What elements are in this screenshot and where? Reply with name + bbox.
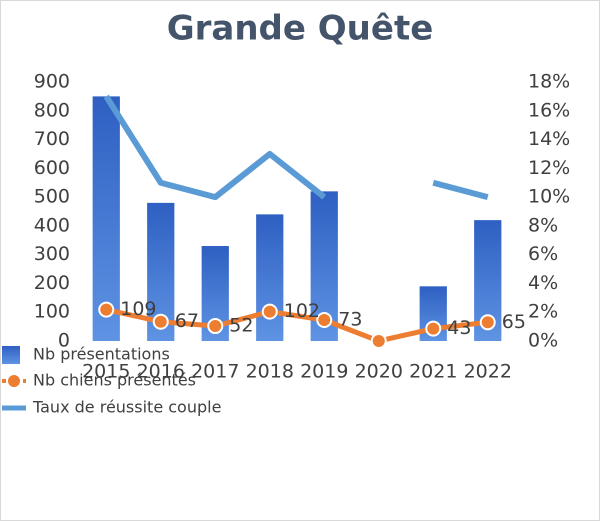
data-label: 67 [175,310,199,332]
y2-tick-label: 18% [528,71,570,93]
y-tick-label: 400 [34,214,70,236]
marker [425,320,442,337]
legend-label: Nb présentations [33,345,170,364]
legend-swatch [2,346,20,364]
marker [479,314,496,331]
y-tick-label: 800 [34,99,70,121]
chart-title: Grande Quête [167,9,434,49]
x-tick-label: 2019 [300,361,348,383]
marker [207,318,224,335]
data-label: 65 [502,311,526,333]
line [103,94,327,201]
x-tick-label: 2016 [137,361,185,383]
y-tick-label: 0 [58,330,70,352]
y2-tick-label: 12% [528,157,570,179]
y-tick-label: 300 [34,243,70,265]
data-label: 73 [338,308,362,330]
data-label: 52 [229,315,253,337]
marker [316,311,333,328]
x-tick-label: 2015 [82,361,130,383]
x-tick-label: 2021 [409,361,457,383]
x-tick-label: 2017 [191,361,239,383]
marker [152,313,169,330]
marker [370,333,387,349]
y2-tick-label: 10% [528,186,570,208]
y-tick-label: 500 [34,186,70,208]
x-tick-label: 2018 [246,361,294,383]
y-tick-label: 600 [34,157,70,179]
x-tick-label: 2022 [464,361,512,383]
y2-tick-label: 8% [528,214,558,236]
y2-tick-label: 0% [528,330,558,352]
data-label: 109 [120,298,156,320]
y2-tick-label: 2% [528,301,558,323]
y2-tick-label: 16% [528,99,570,121]
y-tick-label: 200 [34,272,70,294]
x-tick-label: 2020 [355,361,403,383]
y-tick-label: 100 [34,301,70,323]
marker [98,301,115,318]
legend-marker [6,373,22,389]
data-label: 102 [284,300,320,322]
legend-label: Taux de réussite couple [32,398,221,417]
line [105,307,489,344]
y-tick-label: 700 [34,128,70,150]
data-label: 43 [447,317,471,339]
y2-tick-label: 14% [528,128,570,150]
marker [261,303,278,320]
legend-label: Nb chiens présentés [33,371,196,390]
y2-tick-label: 4% [528,272,558,294]
y2-tick-label: 6% [528,243,558,265]
line [432,179,489,201]
bar [92,96,120,341]
bar [256,214,284,341]
y-tick-label: 900 [34,71,70,93]
